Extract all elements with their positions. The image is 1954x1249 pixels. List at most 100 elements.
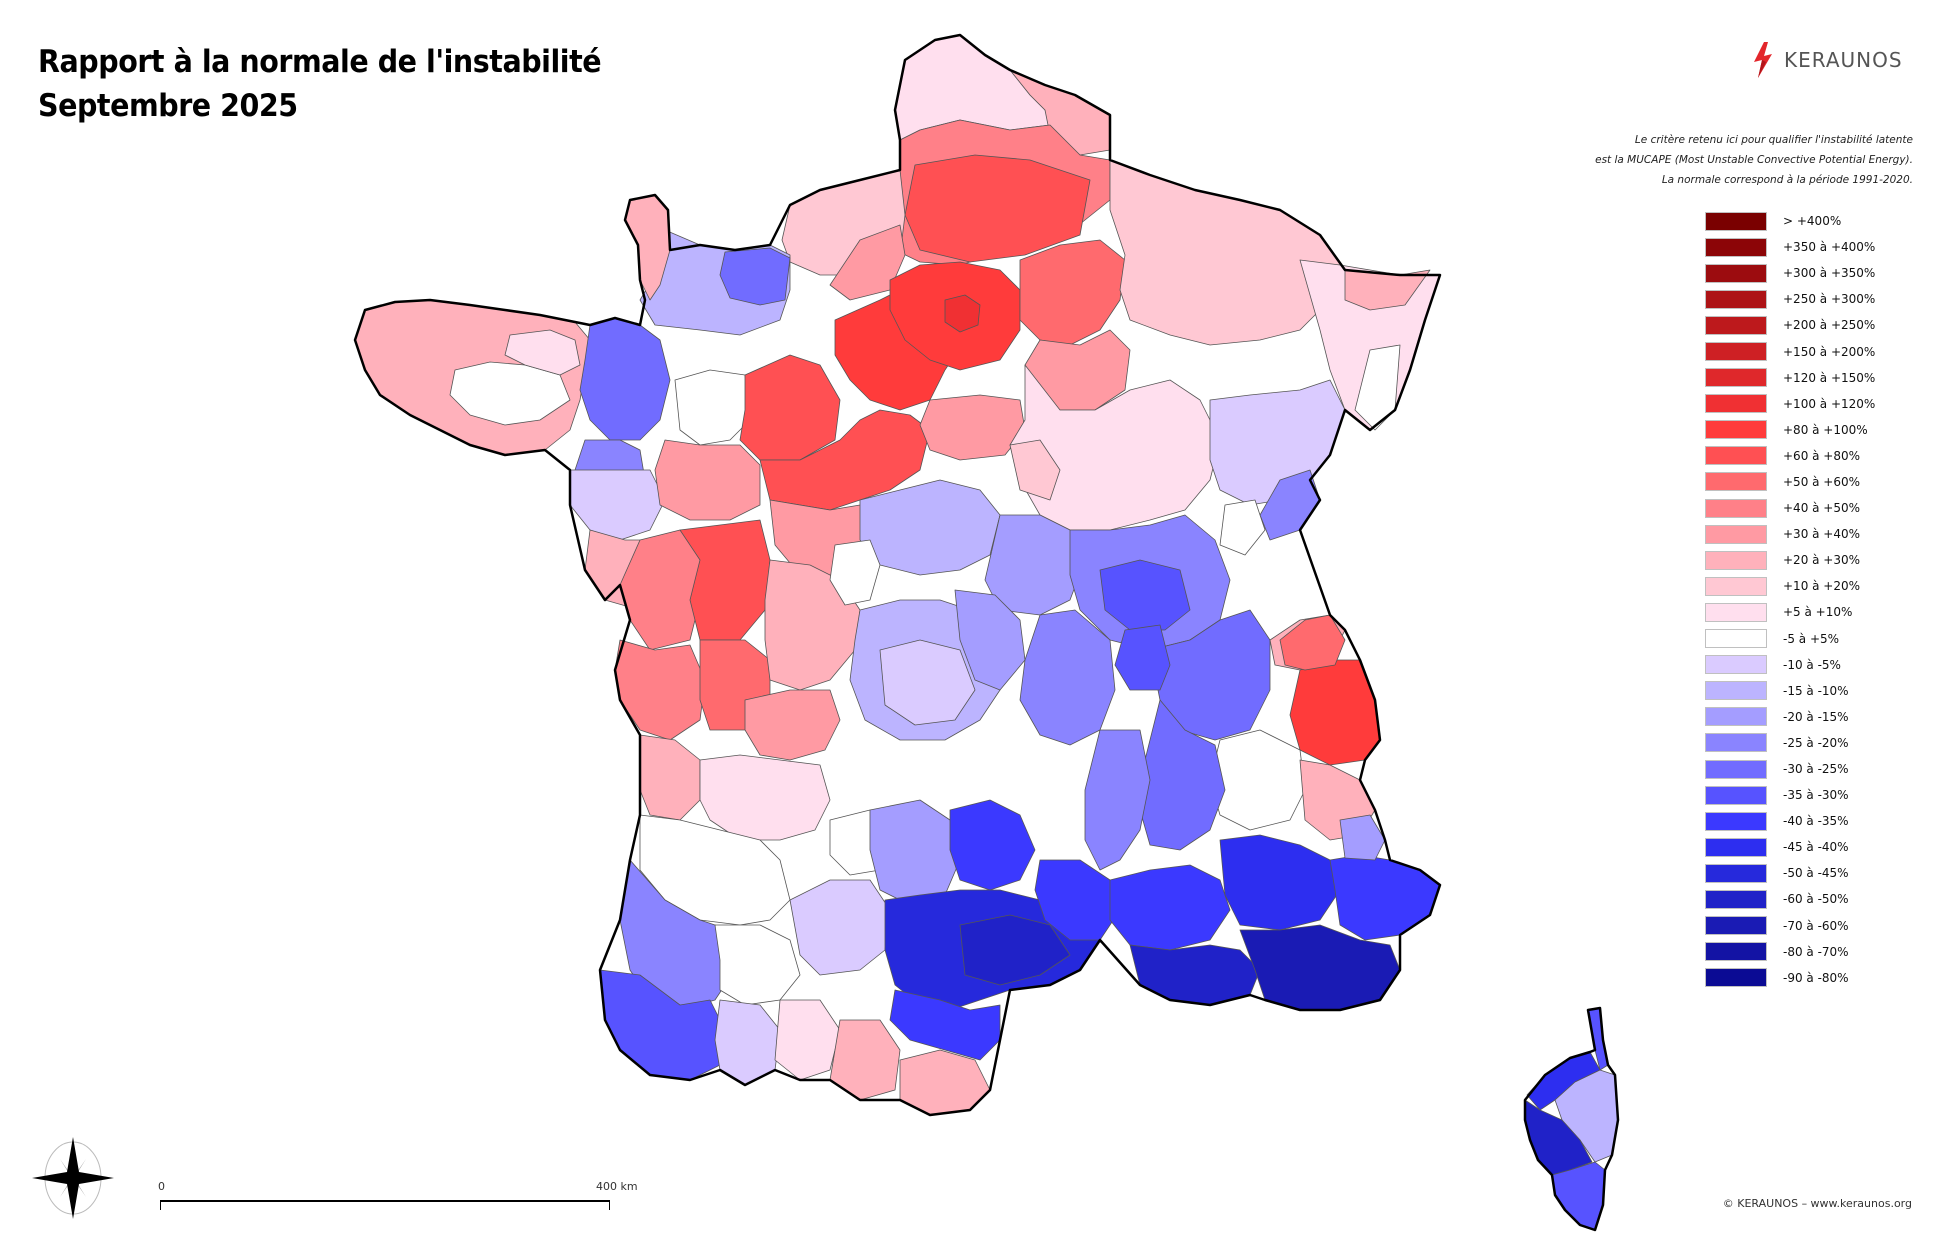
legend-label: -50 à -45%	[1783, 866, 1849, 881]
region-bretagne-white	[449, 361, 571, 426]
legend-swatch	[1705, 315, 1767, 335]
legend-label: -35 à -30%	[1783, 788, 1849, 803]
legend-swatch	[1705, 211, 1767, 231]
region-loire-atlantique	[569, 469, 666, 541]
map-title: Rapport à la normale de l'instabilité Se…	[38, 40, 602, 128]
legend-label: +20 à +30%	[1783, 553, 1861, 568]
legend-swatch	[1705, 602, 1767, 622]
legend-label: +350 à +400%	[1783, 240, 1876, 255]
legend-swatch	[1705, 785, 1767, 805]
legend-swatch	[1705, 811, 1767, 831]
legend-swatch	[1705, 368, 1767, 388]
legend-label: -45 à -40%	[1783, 840, 1849, 855]
region-aveyron	[869, 799, 961, 906]
legend-label: -90 à -80%	[1783, 970, 1849, 985]
corse-outline	[1523, 1006, 1620, 1232]
legend-label: -40 à -35%	[1783, 814, 1849, 829]
note-line-3: La normale correspond à la période 1991-…	[1661, 174, 1913, 186]
region-bouches-du-rhone	[1129, 944, 1261, 1006]
legend-swatch	[1705, 498, 1767, 518]
legend-swatch	[1705, 289, 1767, 309]
legend-label: -80 à -70%	[1783, 944, 1849, 959]
region-alpes-sud-light	[1339, 814, 1386, 861]
legend-swatch	[1705, 759, 1767, 779]
region-vienne	[679, 519, 771, 641]
legend-swatch	[1705, 916, 1767, 936]
legend-item: -5 à +5%	[1705, 626, 1875, 652]
legend-label: -60 à -50%	[1783, 892, 1849, 907]
legend-swatch	[1705, 263, 1767, 283]
legend-item: +5 à +10%	[1705, 599, 1875, 625]
region-dordogne-pink	[699, 754, 831, 841]
france-outline	[353, 33, 1442, 1117]
legend-item: +40 à +50%	[1705, 495, 1875, 521]
legend-label: +5 à +10%	[1783, 605, 1853, 620]
legend-swatch	[1705, 655, 1767, 675]
legend-swatch	[1705, 446, 1767, 466]
region-alsace-white	[1354, 344, 1401, 431]
title-line-2: Septembre 2025	[38, 88, 298, 124]
legend-swatch	[1705, 681, 1767, 701]
region-indre-white	[829, 539, 881, 606]
legend-item: +120 à +150%	[1705, 365, 1875, 391]
region-nievre	[984, 514, 1086, 616]
legend-label: +10 à +20%	[1783, 579, 1861, 594]
legend-label: -20 à -15%	[1783, 709, 1849, 724]
region-puy-de-dome	[879, 639, 976, 726]
legend-label: -15 à -10%	[1783, 683, 1849, 698]
region-mayenne-white	[674, 369, 751, 446]
region-lozere	[949, 799, 1036, 891]
region-loire	[1019, 609, 1116, 746]
legend-item: -45 à -40%	[1705, 834, 1875, 860]
legend-swatch	[1705, 707, 1767, 727]
legend-swatch	[1705, 342, 1767, 362]
logo-text: KERAUNOS	[1784, 48, 1903, 72]
region-champagne	[1019, 239, 1126, 346]
scale-start-label: 0	[158, 1180, 165, 1193]
legend-label: -10 à -5%	[1783, 657, 1841, 672]
region-alpes-maritimes	[1329, 854, 1441, 941]
legend-item: +200 à +250%	[1705, 312, 1875, 338]
legend-label: -70 à -60%	[1783, 918, 1849, 933]
region-cantal	[954, 589, 1026, 691]
region-gers	[714, 924, 801, 1006]
legend-item: +80 à +100%	[1705, 417, 1875, 443]
region-jura-white	[1219, 499, 1266, 556]
scale-end-label: 400 km	[596, 1180, 638, 1193]
legend-item: +30 à +40%	[1705, 521, 1875, 547]
keraunos-logo: KERAUNOS	[1752, 42, 1903, 78]
legend-label: +40 à +50%	[1783, 501, 1861, 516]
legend-item: -15 à -10%	[1705, 678, 1875, 704]
region-paris	[944, 294, 981, 333]
legend-item: > +400%	[1705, 208, 1875, 234]
legend-item: +60 à +80%	[1705, 443, 1875, 469]
lightning-bolt-icon	[1754, 42, 1772, 78]
legend-item: -50 à -45%	[1705, 860, 1875, 886]
legend-item: +300 à +350%	[1705, 260, 1875, 286]
region-picardie-core	[904, 154, 1091, 263]
legend-label: +200 à +250%	[1783, 318, 1876, 333]
legend-swatch	[1705, 629, 1767, 649]
legend-label: +60 à +80%	[1783, 448, 1861, 463]
region-charente-maritime	[614, 639, 706, 741]
legend-item: -35 à -30%	[1705, 782, 1875, 808]
legend-item: -40 à -35%	[1705, 808, 1875, 834]
scale-bar: 0 400 km	[158, 1180, 638, 1210]
color-legend: > +400% +350 à +400% +300 à +350% +250 à +3…	[1705, 208, 1875, 991]
legend-label: -30 à -25%	[1783, 762, 1849, 777]
compass-rose-icon	[30, 1135, 116, 1226]
legend-swatch	[1705, 472, 1767, 492]
legend-label: +80 à +100%	[1783, 422, 1868, 437]
region-bourgogne-west	[1009, 439, 1061, 501]
region-allier	[859, 479, 1001, 576]
legend-item: +10 à +20%	[1705, 573, 1875, 599]
legend-label: +150 à +200%	[1783, 344, 1876, 359]
legend-item: -30 à -25%	[1705, 756, 1875, 782]
region-maine-loire	[654, 439, 761, 521]
region-limousin	[764, 559, 861, 691]
region-bretagne-east	[579, 317, 671, 441]
region-sarthe	[739, 354, 841, 461]
legend-swatch	[1705, 550, 1767, 570]
region-ain-blue	[1099, 559, 1191, 631]
legend-swatch	[1705, 942, 1767, 962]
